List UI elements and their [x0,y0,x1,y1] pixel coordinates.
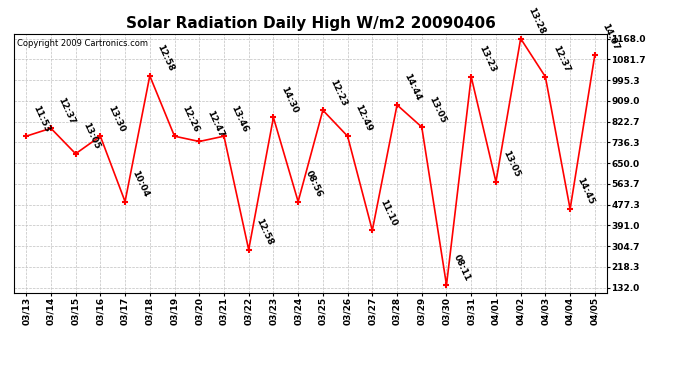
Text: 13:30: 13:30 [106,104,126,134]
Text: 13:23: 13:23 [477,44,497,74]
Text: 12:58: 12:58 [155,43,175,73]
Text: 13:05: 13:05 [81,122,101,151]
Text: 14:45: 14:45 [575,176,596,206]
Title: Solar Radiation Daily High W/m2 20090406: Solar Radiation Daily High W/m2 20090406 [126,16,495,31]
Text: 14:07: 14:07 [600,22,621,52]
Text: 08:56: 08:56 [304,169,324,199]
Text: 13:05: 13:05 [427,94,448,124]
Text: 13:46: 13:46 [230,104,250,134]
Text: 12:26: 12:26 [180,104,200,134]
Text: 10:04: 10:04 [130,169,151,199]
Text: 11:53: 11:53 [32,104,52,134]
Text: 12:23: 12:23 [328,78,348,108]
Text: 12:49: 12:49 [353,104,373,134]
Text: 12:58: 12:58 [254,217,275,247]
Text: Copyright 2009 Cartronics.com: Copyright 2009 Cartronics.com [17,39,148,48]
Text: 08:11: 08:11 [452,253,472,282]
Text: 11:10: 11:10 [378,198,398,228]
Text: 14:30: 14:30 [279,85,299,115]
Text: 12:37: 12:37 [57,96,77,126]
Text: 12:47: 12:47 [205,109,225,139]
Text: 13:28: 13:28 [526,6,546,36]
Text: 12:37: 12:37 [551,44,571,74]
Text: 13:05: 13:05 [502,150,522,179]
Text: 14:44: 14:44 [402,72,423,102]
